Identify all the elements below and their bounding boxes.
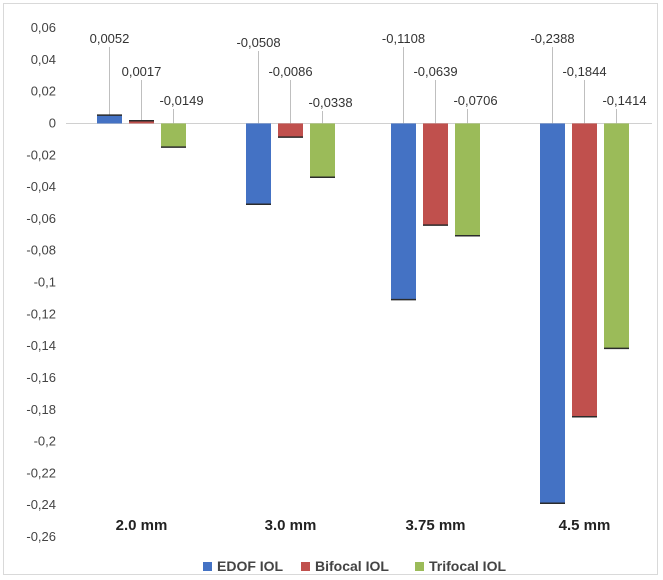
- y-tick-label: -0,06: [26, 211, 56, 226]
- bar: [246, 123, 271, 205]
- y-tick-label: 0,04: [31, 52, 56, 67]
- y-tick-label: -0,1: [34, 275, 56, 290]
- y-tick-label: -0,12: [26, 306, 56, 321]
- legend-label: Trifocal IOL: [429, 558, 506, 574]
- bar: [423, 123, 448, 226]
- y-tick-label: -0,2: [34, 434, 56, 449]
- y-tick-label: -0,22: [26, 465, 56, 480]
- category-label: 2.0 mm: [116, 517, 168, 534]
- y-tick-label: 0: [49, 115, 56, 130]
- bar: [97, 115, 122, 124]
- legend-label: Bifocal IOL: [315, 558, 389, 574]
- legend-label: EDOF IOL: [217, 558, 284, 574]
- data-label: -0,2388: [530, 31, 574, 46]
- y-tick-label: -0,14: [26, 338, 56, 353]
- data-label: -0,0338: [308, 95, 352, 110]
- data-label: -0,0149: [159, 93, 203, 108]
- y-tick-label: 0,06: [31, 20, 56, 35]
- y-tick-label: -0,26: [26, 529, 56, 544]
- data-label: -0,1108: [382, 31, 425, 46]
- data-label: -0,0086: [268, 64, 312, 79]
- y-tick-label: -0,16: [26, 370, 56, 385]
- data-label: 0,0052: [90, 31, 130, 46]
- legend-swatch: [301, 562, 310, 571]
- data-label: -0,0706: [453, 93, 497, 108]
- legend-swatch: [415, 562, 424, 571]
- bar: [455, 123, 480, 236]
- data-label: -0,1414: [602, 93, 646, 108]
- y-tick-label: -0,04: [26, 179, 56, 194]
- y-tick-label: -0,24: [26, 497, 56, 512]
- bar: [540, 123, 565, 504]
- y-tick-label: -0,08: [26, 243, 56, 258]
- data-label: 0,0017: [122, 64, 162, 79]
- bar: [310, 123, 335, 178]
- data-label: -0,0639: [413, 64, 457, 79]
- bar: [391, 123, 416, 300]
- bar: [129, 120, 154, 124]
- y-tick-label: -0,02: [26, 147, 56, 162]
- bar: [278, 123, 303, 138]
- data-label: -0,1844: [562, 64, 606, 79]
- category-label: 3.0 mm: [265, 517, 317, 534]
- bar: [604, 123, 629, 349]
- category-label: 4.5 mm: [559, 517, 611, 534]
- bar: [161, 123, 186, 148]
- y-tick-label: 0,02: [31, 84, 56, 99]
- bar: [572, 123, 597, 417]
- y-tick-label: -0,18: [26, 402, 56, 417]
- legend-swatch: [203, 562, 212, 571]
- category-label: 3.75 mm: [405, 517, 465, 534]
- data-label: -0,0508: [236, 35, 280, 50]
